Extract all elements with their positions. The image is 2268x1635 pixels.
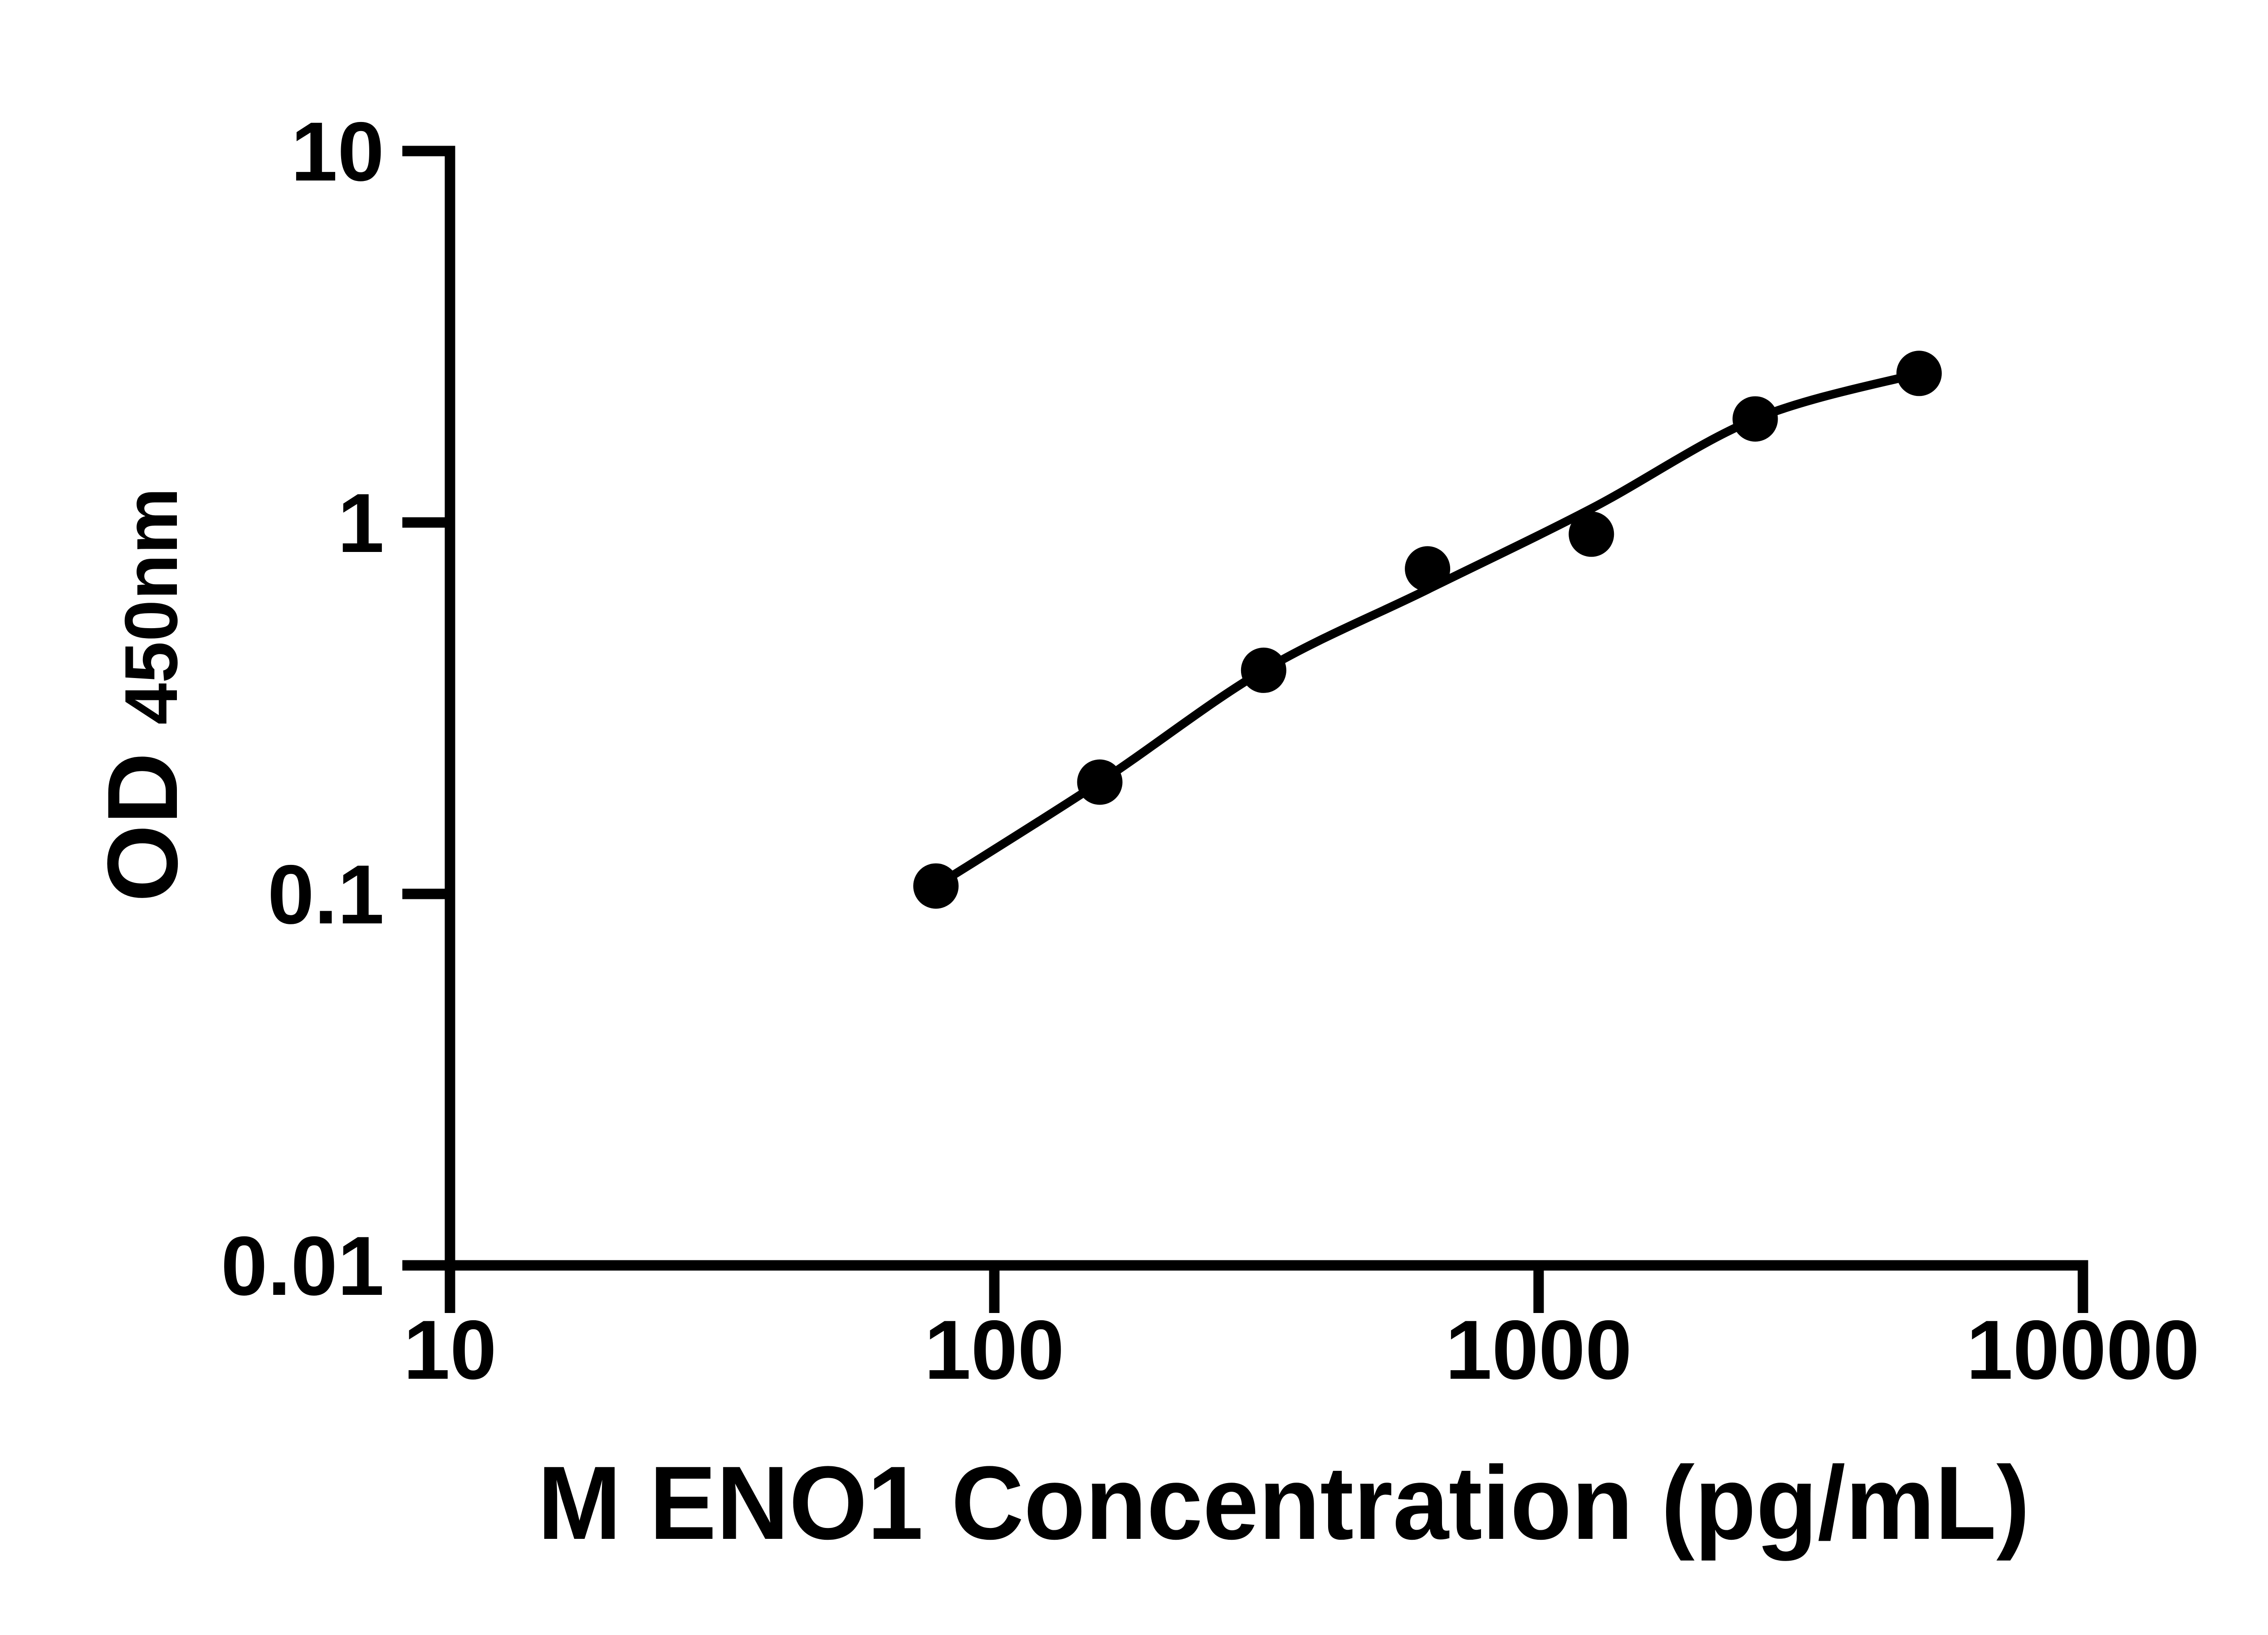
data-point [1241, 647, 1286, 693]
axes [445, 146, 2088, 1271]
y-axis-title-main: OD [87, 752, 198, 902]
y-axis-title-subscript: 450nm [109, 488, 193, 725]
y-tick-label: 10 [291, 105, 384, 199]
axis-ticks [402, 146, 2088, 1313]
data-point [1732, 396, 1778, 442]
x-tick-label: 10 [403, 1303, 497, 1397]
y-tick-label: 0.01 [221, 1220, 384, 1313]
x-tick-label: 1000 [1445, 1303, 1632, 1397]
data-point [1077, 759, 1123, 805]
data-point [1405, 546, 1451, 592]
y-axis-title: OD 450nm [87, 488, 198, 902]
x-tick-label: 10000 [1966, 1303, 2200, 1397]
fit-curve [931, 369, 1924, 891]
data-points [913, 351, 1942, 909]
x-axis-title: M ENO1 Concentration (pg/mL) [538, 1445, 2030, 1561]
x-tick-label: 100 [924, 1303, 1065, 1397]
y-tick-label: 1 [337, 477, 384, 570]
y-tick-label: 0.1 [268, 848, 384, 942]
data-point [1896, 351, 1942, 396]
data-point [913, 863, 959, 909]
data-point [1569, 511, 1614, 557]
